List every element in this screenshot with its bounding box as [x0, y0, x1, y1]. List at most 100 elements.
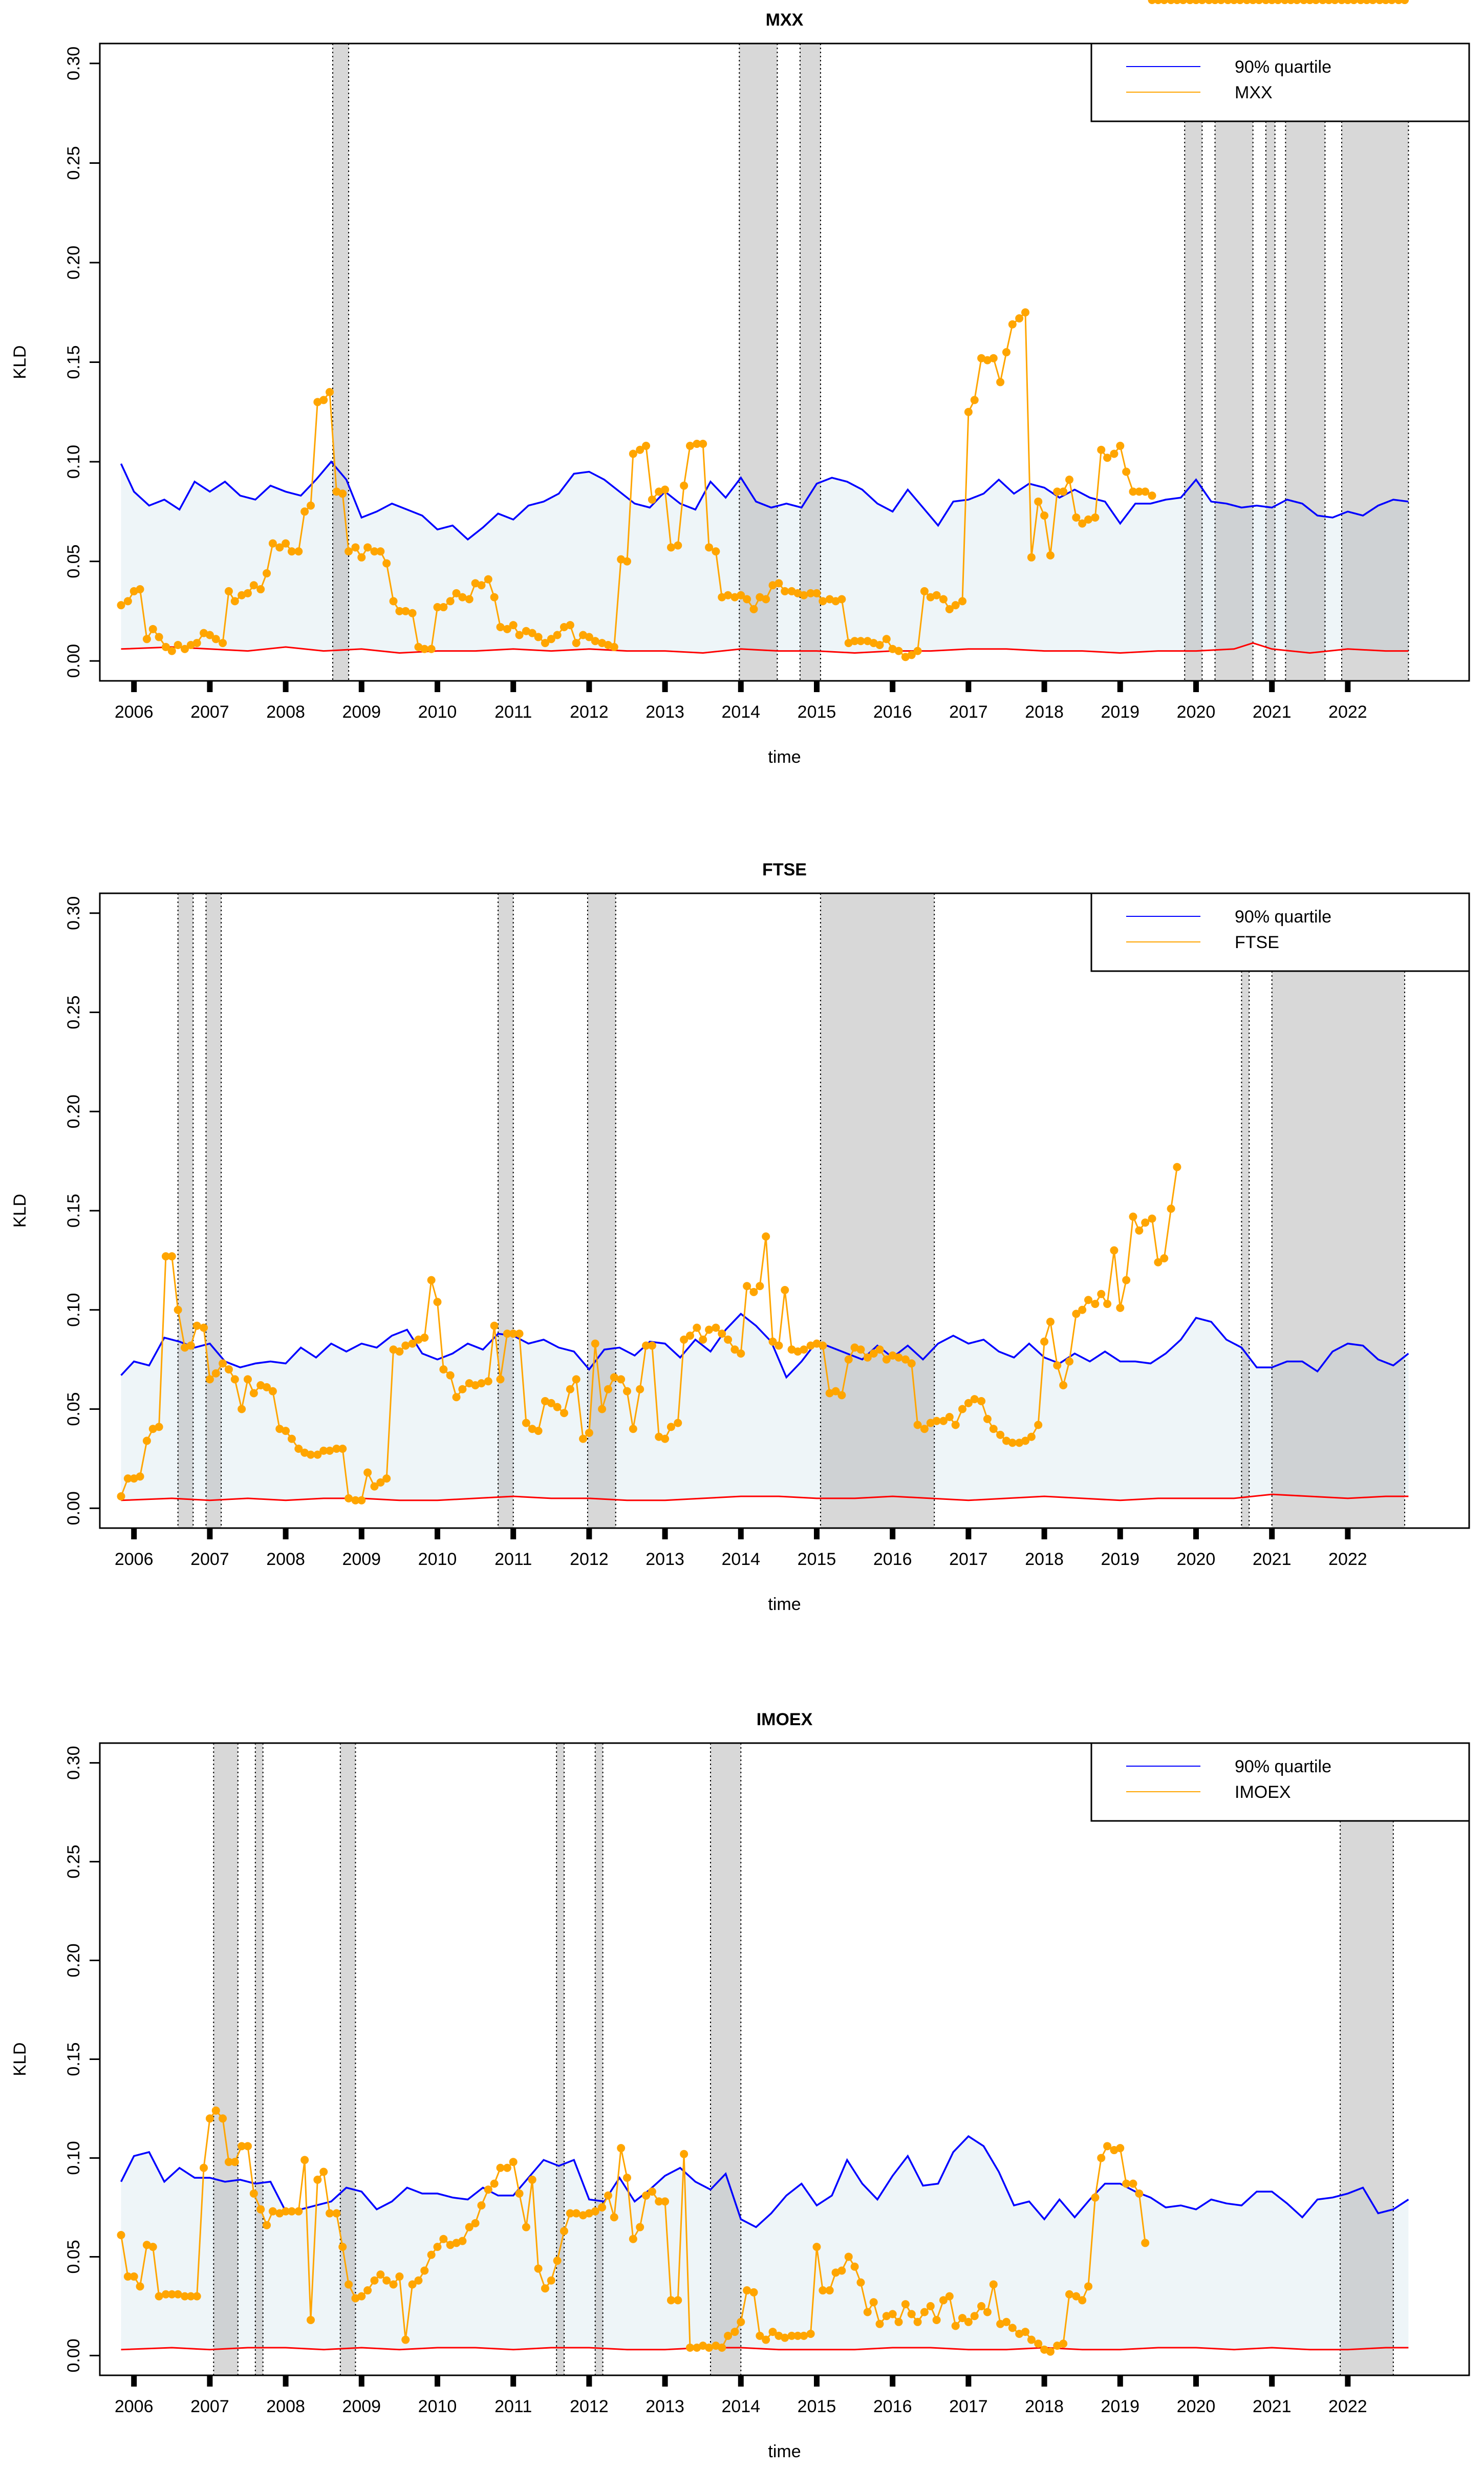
chart-2-kld-point — [743, 2286, 751, 2295]
chart-2-kld-point — [205, 2114, 214, 2123]
chart-0-kld-point — [951, 601, 960, 610]
chart-1-x-tick-label: 2011 — [494, 1550, 532, 1569]
chart-0-x-tick-label: 2012 — [570, 702, 609, 722]
chart-2-kld-point — [123, 2272, 132, 2281]
chart-0-kld-point — [1021, 308, 1030, 317]
chart-1-kld-point — [395, 1347, 404, 1356]
chart-1-x-tick-label: 2019 — [1101, 1550, 1139, 1569]
chart-2-kld-point — [591, 2207, 599, 2216]
chart-0-kld-point — [142, 635, 151, 643]
chart-2-kld-point — [1249, 0, 1257, 4]
chart-1-x-tick-label: 2017 — [949, 1550, 988, 1569]
chart-0-kld-point — [249, 581, 258, 590]
chart-2-kld-point — [622, 2174, 631, 2182]
chart-2-kld-point — [363, 2286, 372, 2295]
chart-1-kld-point — [636, 1385, 644, 1393]
chart-2-kld-point — [528, 2175, 536, 2184]
chart-0-kld-point — [306, 501, 315, 510]
chart-2-kld-point — [1223, 0, 1232, 4]
chart-1-x-tick-label: 2016 — [873, 1550, 912, 1569]
chart-1-kld-point — [762, 1232, 770, 1241]
chart-0-kld-point — [1097, 445, 1106, 454]
chart-0-kld-point — [882, 635, 891, 643]
chart-1-kld-point — [351, 1496, 360, 1505]
chart-0-shaded-period-4 — [1215, 44, 1253, 681]
chart-2-kld-point — [268, 2207, 277, 2216]
chart-0-kld-point — [224, 587, 233, 595]
chart-1-kld-point — [977, 1397, 986, 1405]
chart-2-shaded-period-3 — [556, 1743, 564, 2375]
chart-2-kld-point — [300, 2156, 309, 2164]
chart-2-kld-point — [427, 2250, 436, 2259]
chart-2-kld-point — [636, 2223, 644, 2231]
chart-0-kld-point — [427, 645, 436, 653]
chart-2-y-tick-label: 0.20 — [64, 1943, 83, 1977]
chart-1-kld-point — [268, 1387, 277, 1395]
chart-2-kld-point — [1198, 0, 1207, 4]
chart-1-kld-point — [800, 1345, 808, 1354]
chart-1-panel: FTSE 2006 2007 2008 2009 2010 2011 2012 2013 2014… — [10, 0, 1470, 1614]
chart-1-kld-point — [509, 1329, 518, 1338]
chart-2-kld-point — [1274, 0, 1282, 4]
chart-2-kld-point — [749, 2288, 758, 2296]
chart-2-x-tick-label: 2014 — [721, 2397, 760, 2416]
chart-1-kld-point — [951, 1421, 960, 1429]
chart-2-kld-point — [1046, 2347, 1055, 2356]
chart-0-kld-point — [326, 388, 334, 396]
chart-0-kld-point — [1015, 314, 1024, 323]
chart-2-kld-point — [1255, 0, 1263, 4]
chart-0-kld-point — [167, 647, 176, 655]
chart-2-kld-point — [926, 2302, 935, 2310]
chart-2-kld-point — [598, 2203, 607, 2212]
chart-1-kld-point — [1148, 1214, 1156, 1223]
chart-0-kld-point — [282, 539, 290, 548]
chart-0-kld-point — [123, 597, 132, 606]
chart-0-shaded-period-0 — [332, 44, 349, 681]
chart-2-kld-point — [819, 2286, 827, 2295]
chart-0-kld-point — [850, 637, 859, 646]
chart-0-kld-point — [894, 647, 903, 655]
chart-1-kld-point — [685, 1332, 694, 1340]
chart-0-kld-point — [1008, 320, 1017, 329]
chart-0-kld-point — [996, 378, 1005, 387]
chart-0-kld-point — [1065, 476, 1073, 484]
chart-1-kld-point — [155, 1423, 163, 1431]
chart-1-kld-point — [610, 1373, 618, 1382]
chart-2-kld-point — [730, 2328, 739, 2336]
chart-0-kld-point — [812, 589, 821, 597]
chart-1-kld-point — [161, 1252, 170, 1261]
chart-1-kld-point — [230, 1375, 239, 1384]
chart-1-kld-point — [408, 1339, 417, 1348]
chart-1-legend-label-1: FTSE — [1235, 933, 1279, 952]
chart-1-y-tick-label: 0.20 — [64, 1094, 83, 1128]
chart-1-kld-point — [1116, 1303, 1125, 1312]
chart-2-kld-point — [1338, 0, 1346, 4]
chart-2-kld-point — [1330, 0, 1339, 4]
chart-0-x-tick-label: 2022 — [1328, 702, 1367, 722]
chart-1-kld-point — [566, 1385, 574, 1393]
chart-1-kld-point — [958, 1405, 967, 1413]
chart-0-kld-point — [408, 609, 417, 617]
chart-2-kld-point — [869, 2298, 878, 2307]
chart-2-kld-point — [1267, 0, 1276, 4]
chart-2-x-tick-label: 2009 — [342, 2397, 381, 2416]
chart-0-kld-point — [693, 440, 701, 448]
chart-2-kld-point — [894, 2317, 903, 2326]
chart-2-x-tick-label: 2019 — [1101, 2397, 1139, 2416]
chart-1-title: FTSE — [762, 860, 807, 879]
chart-2-kld-point — [1122, 2179, 1131, 2188]
chart-2-kld-point — [1261, 0, 1270, 4]
chart-2-y-tick-label: 0.10 — [64, 2141, 83, 2175]
chart-0-kld-point — [136, 585, 144, 594]
chart-0-y-tick-label: 0.30 — [64, 47, 83, 80]
chart-0-kld-point — [338, 489, 347, 498]
chart-0-kld-point — [1135, 487, 1144, 496]
chart-0-kld-point — [875, 640, 884, 649]
chart-2-x-tick-label: 2012 — [570, 2397, 609, 2416]
chart-2-kld-point — [496, 2163, 505, 2172]
chart-2-kld-point — [812, 2243, 821, 2251]
chart-1-kld-point — [1135, 1226, 1144, 1235]
chart-1-kld-point — [699, 1335, 707, 1344]
chart-2-x-axis-label: time — [768, 2442, 801, 2461]
chart-0-kld-point — [856, 637, 865, 646]
